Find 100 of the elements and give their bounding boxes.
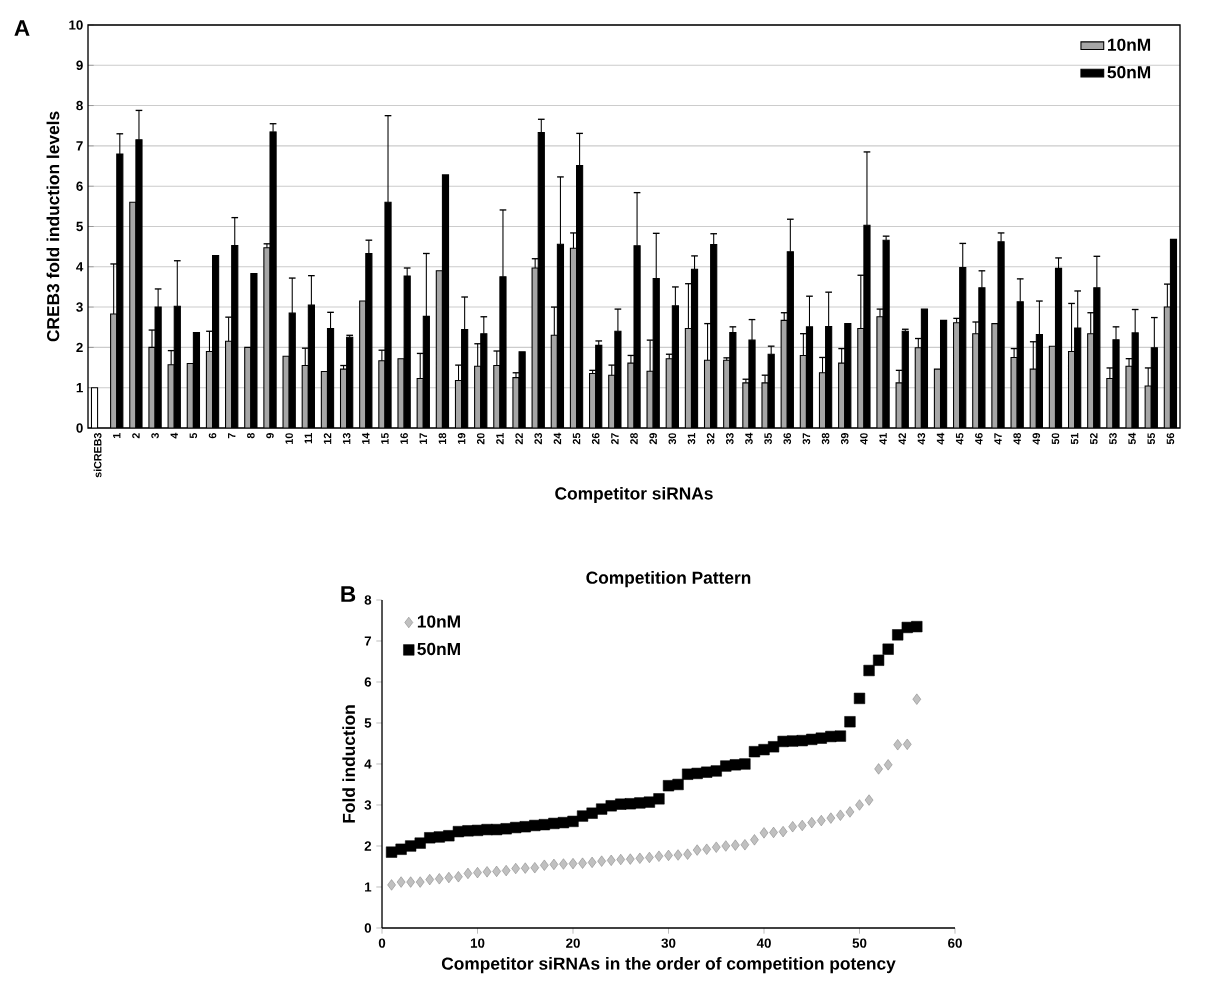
x-tick-label: 27 xyxy=(611,433,619,445)
point xyxy=(740,839,750,851)
x-tick-label: 33 xyxy=(726,433,734,445)
x-tick-label: 39 xyxy=(840,433,849,445)
point xyxy=(540,859,549,871)
x-tick-label: 49 xyxy=(1032,433,1041,445)
x-tick-label: 10 xyxy=(285,433,293,444)
point xyxy=(653,793,665,805)
point xyxy=(807,817,817,829)
y-tick-label: 2 xyxy=(364,841,372,851)
point xyxy=(853,692,866,704)
x-tick-label: 45 xyxy=(955,433,964,445)
x-tick-label: 51 xyxy=(1070,433,1079,445)
point xyxy=(845,806,855,818)
x-tick-label: 0 xyxy=(378,938,386,948)
x-tick-label: 30 xyxy=(661,938,676,948)
y-tick-label: 10 xyxy=(69,20,83,30)
point xyxy=(395,843,407,855)
legend-label: 10nM xyxy=(1108,38,1151,51)
x-tick-label: 28 xyxy=(630,433,638,445)
x-tick-label: 2 xyxy=(132,433,140,439)
point xyxy=(750,834,759,846)
x-tick-label: 19 xyxy=(457,433,466,444)
point xyxy=(893,739,902,751)
x-axis-title: Competitor siRNAs in the order of competition potency xyxy=(441,956,896,974)
x-tick-label: 40 xyxy=(756,938,771,948)
point xyxy=(673,849,683,861)
x-tick-label: 7 xyxy=(228,433,236,439)
x-tick-label: 44 xyxy=(936,432,945,445)
point xyxy=(912,693,922,705)
point xyxy=(415,876,425,888)
x-tick-label: siCREB3 xyxy=(93,433,102,478)
point xyxy=(414,837,426,849)
y-tick-label: 1 xyxy=(365,882,372,892)
y-tick-label: 1 xyxy=(76,383,83,393)
y-axis-title: Fold induction xyxy=(342,705,356,823)
point xyxy=(874,763,883,775)
point xyxy=(672,778,684,791)
x-tick-label: 10 xyxy=(470,938,485,948)
y-tick-label: 6 xyxy=(76,181,83,191)
chart-title: Competition Pattern xyxy=(586,571,751,588)
x-tick-label: 30 xyxy=(668,433,677,445)
x-tick-label: 31 xyxy=(687,433,696,445)
point xyxy=(444,871,454,884)
y-tick-label: 5 xyxy=(364,718,372,728)
x-tick-label: 42 xyxy=(898,433,906,445)
point xyxy=(767,741,780,753)
x-tick-label: 17 xyxy=(419,433,427,444)
legend-label: 50nM xyxy=(417,642,460,656)
point xyxy=(739,758,751,770)
point xyxy=(834,730,847,742)
x-tick-label: 50 xyxy=(852,938,867,948)
x-tick-label: 38 xyxy=(821,433,830,445)
y-tick-label: 7 xyxy=(76,141,83,151)
point xyxy=(530,862,540,874)
x-tick-label: 48 xyxy=(1013,433,1021,445)
point xyxy=(626,853,635,865)
x-tick-label: 32 xyxy=(706,433,715,445)
point xyxy=(635,852,645,864)
x-tick-label: 9 xyxy=(266,433,274,439)
x-tick-label: 13 xyxy=(342,433,351,444)
x-tick-label: 15 xyxy=(381,433,389,444)
x-tick-label: 26 xyxy=(591,433,600,445)
y-axis-title: CREB3 fold induction levels xyxy=(46,111,60,342)
y-tick-label: 3 xyxy=(76,302,83,312)
y-tick-label: 5 xyxy=(76,221,83,232)
y-tick-label: 4 xyxy=(364,759,372,769)
point xyxy=(683,848,692,860)
point xyxy=(731,839,740,851)
text: A xyxy=(14,20,30,36)
x-tick-label: 46 xyxy=(975,433,983,445)
y-tick-label: 8 xyxy=(364,595,372,605)
point xyxy=(778,826,788,838)
point xyxy=(616,853,626,866)
x-tick-label: 24 xyxy=(553,432,562,445)
point xyxy=(836,809,845,821)
point xyxy=(435,873,444,885)
x-tick-label: 4 xyxy=(170,432,178,439)
point xyxy=(454,871,463,883)
point xyxy=(883,759,893,771)
point xyxy=(873,654,885,666)
point xyxy=(481,823,493,836)
y-tick-label: 6 xyxy=(364,677,372,687)
point xyxy=(864,794,874,806)
x-tick-label: 23 xyxy=(534,433,542,445)
point xyxy=(406,876,415,888)
point xyxy=(463,867,473,880)
point xyxy=(844,716,856,728)
x-tick-label: 36 xyxy=(783,433,792,445)
x-tick-label: 55 xyxy=(1147,433,1155,445)
point xyxy=(568,858,578,870)
y-tick-label: 4 xyxy=(76,262,84,272)
legend-label: 10nM xyxy=(417,615,460,628)
y-tick-label: 2 xyxy=(76,342,83,353)
x-tick-label: 21 xyxy=(496,433,504,445)
x-tick-label: 35 xyxy=(764,433,772,445)
x-tick-label: 43 xyxy=(917,433,926,445)
point xyxy=(387,879,396,891)
point xyxy=(425,874,435,886)
x-tick-label: 53 xyxy=(1109,433,1117,445)
